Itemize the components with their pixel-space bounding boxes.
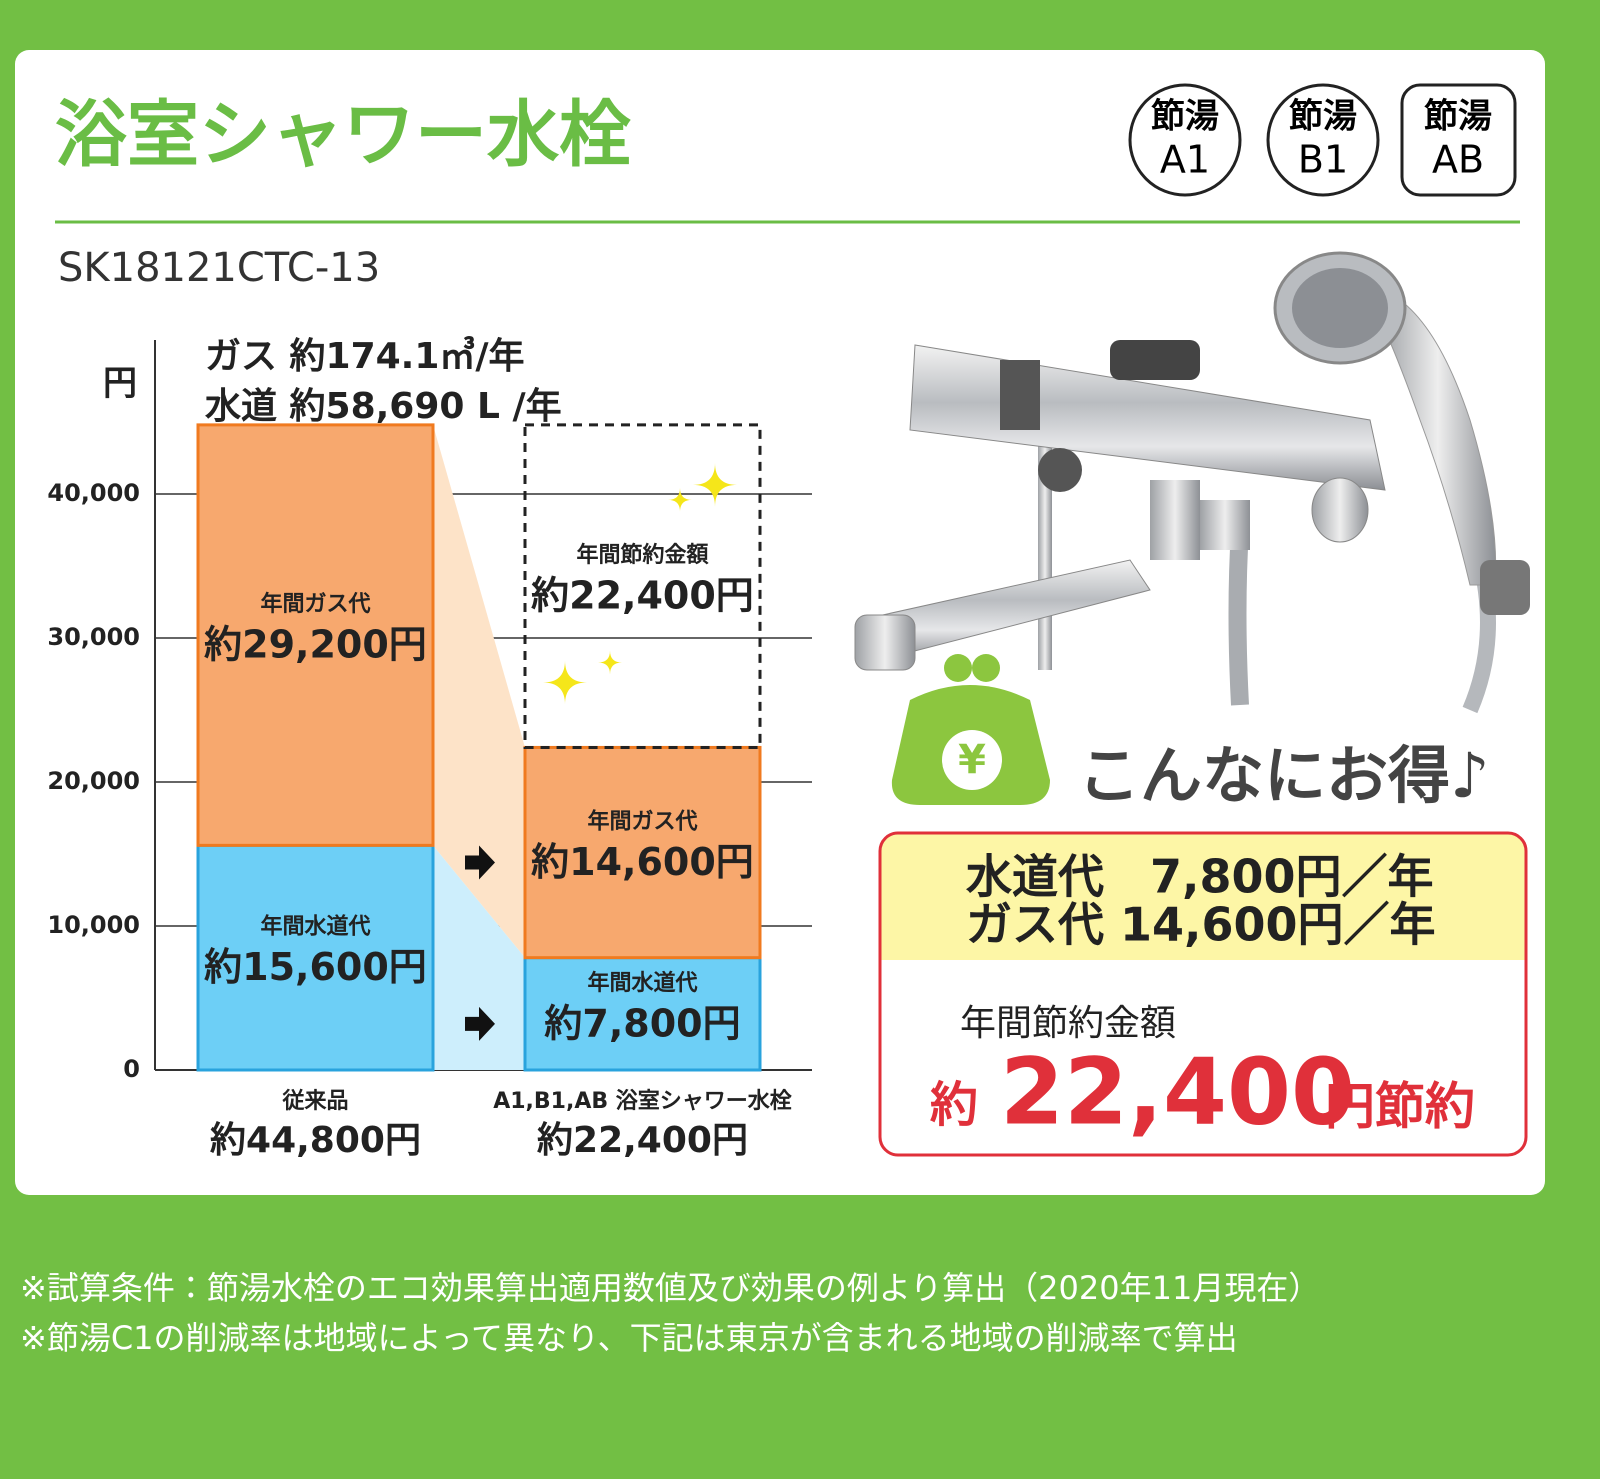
connector: [433, 845, 525, 1070]
savings-label: 年間節約金額: [960, 1003, 1176, 1044]
total-label: 約22,400円: [537, 1120, 748, 1161]
y-tick-label: 40,000: [47, 479, 140, 507]
bar-segment: [523, 745, 762, 960]
arrow: [465, 845, 495, 880]
bar-segment: [196, 423, 435, 847]
badge-top: 節湯: [1151, 97, 1219, 137]
badge: [1128, 83, 1242, 197]
total-label: 約44,800円: [210, 1120, 421, 1161]
y-tick-label: 20,000: [47, 767, 140, 795]
sparkle: [693, 462, 737, 507]
savings-amount: 22,400: [1000, 1038, 1355, 1145]
arrow: [465, 1006, 495, 1041]
x-tick-label: A1,B1,AB 浴室シャワー水栓: [493, 1088, 793, 1114]
note: ※節湯C1の削減率は地域によって異なり、下記は東京が含まれる地域の削減率で算出: [20, 1319, 1238, 1357]
bar-segment: [523, 423, 762, 749]
badge-top: 節湯: [1424, 97, 1492, 137]
purse-icon: ¥: [891, 654, 1050, 805]
sparkle: [668, 487, 692, 512]
value-label: 約29,200円: [204, 623, 427, 667]
value-label: 約15,600円: [204, 945, 427, 989]
x-tick-label: 従来品: [281, 1088, 348, 1114]
badge-top: 節湯: [1289, 97, 1357, 137]
badge: [1266, 83, 1380, 197]
badge: [1400, 83, 1517, 197]
summary-line: ガス代 14,600円／年: [966, 898, 1436, 952]
svg-text:¥: ¥: [958, 737, 986, 783]
badge-bottom: B1: [1298, 138, 1348, 182]
faucet-image: [854, 251, 1530, 714]
y-axis-label: 円: [103, 364, 137, 404]
model-number: SK18121CTC-13: [58, 245, 380, 291]
segment-name: 年間水道代: [260, 914, 370, 940]
sparkle: [598, 650, 622, 675]
y-tick-label: 0: [123, 1055, 140, 1083]
slogan: こんなにお得♪: [1078, 739, 1490, 812]
segment-name: 年間節約金額: [576, 542, 709, 568]
summary-line: 水道代 7,800円／年: [965, 850, 1434, 904]
sparkle: [543, 660, 587, 705]
note: ※試算条件：節湯水栓のエコ効果算出適用数値及び効果の例より算出（2020年11月…: [20, 1269, 1320, 1307]
savings-suffix: 円節約: [1325, 1078, 1475, 1136]
segment-name: 年間ガス代: [587, 809, 697, 835]
connector: [433, 424, 525, 958]
badges: 節湯 A1 節湯 B1 節湯 AB: [1128, 83, 1517, 197]
badge-bottom: A1: [1160, 138, 1210, 182]
badge-bottom: AB: [1432, 138, 1484, 182]
summary-box: 水道代 7,800円／年 ガス代 14,600円／年 年間節約金額 約 22,4…: [878, 831, 1528, 1157]
value-label: 約14,600円: [531, 840, 754, 884]
annotation: 水道 約58,690 L /年: [204, 386, 562, 427]
bar-segment: [523, 956, 762, 1072]
annotation: ガス 約174.1㎥/年: [205, 335, 525, 377]
segment-name: 年間水道代: [587, 970, 697, 996]
savings-prefix: 約: [930, 1077, 978, 1133]
y-tick-label: 30,000: [47, 623, 140, 651]
value-label: 約22,400円: [531, 574, 754, 618]
y-tick-label: 10,000: [47, 911, 140, 939]
title: 浴室シャワー水栓: [55, 93, 631, 177]
value-label: 約7,800円: [544, 1001, 740, 1045]
segment-name: 年間ガス代: [260, 591, 370, 617]
